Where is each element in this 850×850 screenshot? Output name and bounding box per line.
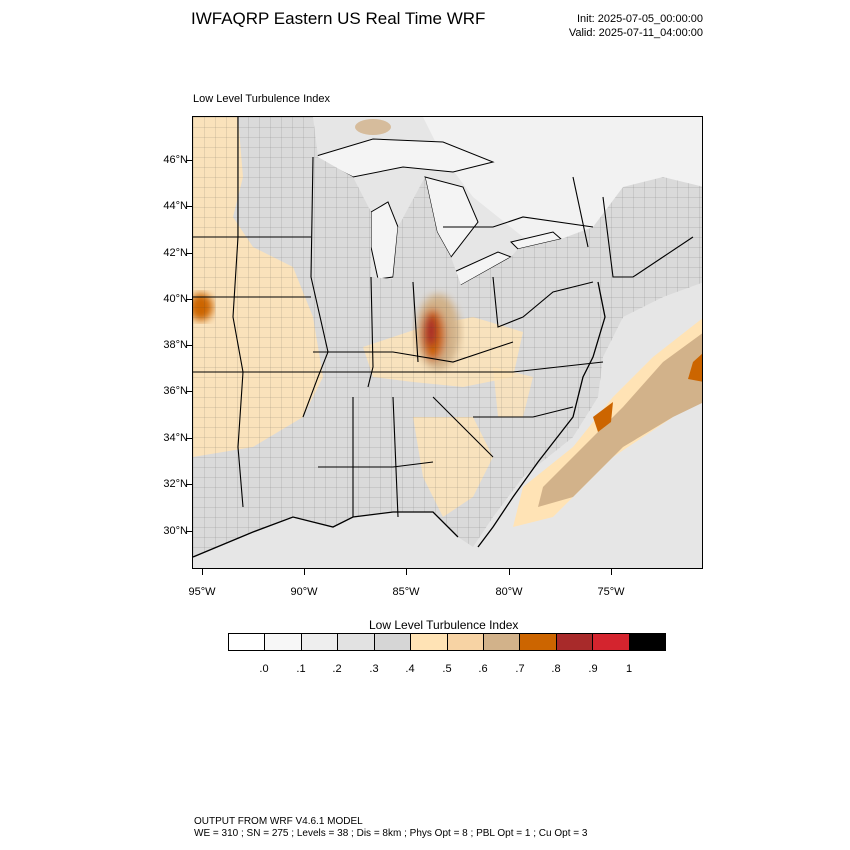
valid-time: Valid: 2025-07-11_04:00:00 [568, 27, 703, 39]
colorbar-title: Low Level Turbulence Index [369, 618, 519, 632]
model-params: WE = 310 ; SN = 275 ; Levels = 38 ; Dis … [194, 828, 588, 839]
state-boundaries [193, 117, 694, 518]
colorbar-label: .7 [515, 663, 525, 675]
colorbar-swatch [338, 634, 375, 650]
lon-label: 75°W [597, 586, 625, 598]
coastline [477, 281, 606, 548]
colorbar-swatch [629, 634, 666, 650]
colorbar-swatch [447, 634, 484, 650]
lat-label: 34°N [163, 432, 188, 444]
lon-tick [202, 569, 203, 575]
init-time: Init: 2025-07-05_00:00:00 [577, 13, 703, 25]
lake-superior [311, 138, 495, 178]
lon-tick [509, 569, 510, 575]
gulf-coastline [193, 511, 459, 558]
colorbar-swatch [265, 634, 302, 650]
lat-label: 36°N [163, 385, 188, 397]
colorbar-swatch [556, 634, 594, 650]
lon-label: 95°W [188, 586, 216, 598]
lon-tick [304, 569, 305, 575]
map-panel [192, 116, 703, 569]
lat-tick [186, 391, 192, 392]
page-title: IWFAQRP Eastern US Real Time WRF [191, 9, 486, 28]
colorbar-swatch [301, 634, 339, 650]
colorbar-label: .9 [588, 663, 598, 675]
lat-label: 30°N [163, 525, 188, 537]
county-lines [193, 117, 702, 557]
model-info: OUTPUT FROM WRF V4.6.1 MODEL [194, 816, 363, 827]
north-tan [355, 119, 391, 135]
colorbar-swatch [483, 634, 521, 650]
turbulence-map [193, 117, 702, 568]
lat-label: 38°N [163, 339, 188, 351]
colorbar-label: .2 [332, 663, 342, 675]
edge-hotspot [688, 353, 702, 382]
lat-tick [186, 438, 192, 439]
lat-tick [186, 160, 192, 161]
map-subtitle: Low Level Turbulence Index [193, 93, 330, 105]
offshore-hotspot [593, 402, 613, 432]
colorbar-swatch [520, 634, 557, 650]
lat-label: 40°N [163, 293, 188, 305]
colorbar-label: 1 [625, 663, 633, 675]
lat-label: 44°N [163, 200, 188, 212]
lat-tick [186, 345, 192, 346]
colorbar [228, 633, 666, 651]
lon-label: 80°W [495, 586, 523, 598]
colorbar-label: .0 [259, 663, 269, 675]
lat-tick [186, 253, 192, 254]
lat-label: 42°N [163, 247, 188, 259]
lon-label: 85°W [392, 586, 420, 598]
colorbar-label: .8 [551, 663, 561, 675]
colorbar-label: .6 [478, 663, 488, 675]
colorbar-swatch [229, 634, 266, 650]
colorbar-label: .1 [296, 663, 306, 675]
lake-huron [424, 176, 479, 258]
lon-label: 90°W [290, 586, 318, 598]
lon-tick [611, 569, 612, 575]
lat-tick [186, 484, 192, 485]
colorbar-swatch [593, 634, 630, 650]
lat-label: 32°N [163, 478, 188, 490]
colorbar-label: .3 [369, 663, 379, 675]
lat-tick [186, 531, 192, 532]
lat-tick [186, 299, 192, 300]
lat-tick [186, 206, 192, 207]
offshore-tan [538, 333, 702, 507]
colorbar-label: .4 [405, 663, 415, 675]
colorbar-swatch [411, 634, 448, 650]
colorbar-swatch [374, 634, 412, 650]
lon-tick [406, 569, 407, 575]
colorbar-label: .5 [442, 663, 452, 675]
lat-label: 46°N [163, 154, 188, 166]
